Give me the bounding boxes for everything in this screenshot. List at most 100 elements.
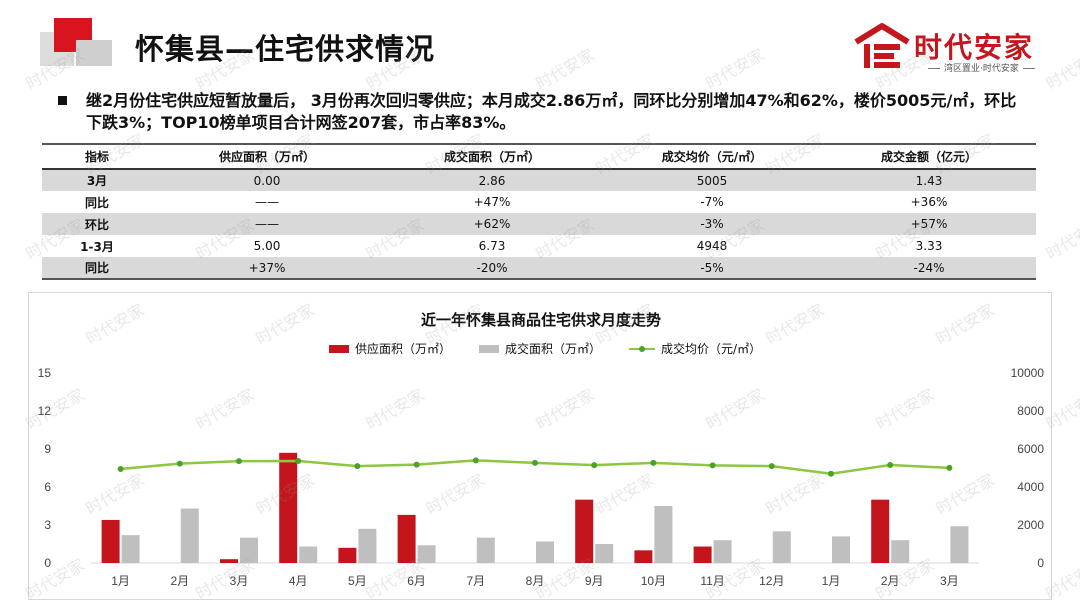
x-tick-label: 7月 xyxy=(466,574,485,588)
table-row: 环比 —— +62% -3% +57% xyxy=(42,213,1036,235)
price-point xyxy=(295,457,302,464)
table-cell: 6.73 xyxy=(478,239,506,253)
y-right-tick-label: 2000 xyxy=(1017,518,1044,532)
y-left-tick-label: 6 xyxy=(44,480,51,494)
x-tick-label: 3月 xyxy=(230,574,249,588)
y-left-tick-label: 3 xyxy=(44,518,51,532)
table-row: 3月 0.00 2.86 5005 1.43 xyxy=(42,169,1036,191)
table-cell: +47% xyxy=(473,195,511,209)
y-right-tick-label: 10000 xyxy=(1011,366,1045,380)
y-left-tick-label: 12 xyxy=(38,404,52,418)
price-point xyxy=(176,460,183,467)
table-cell: 0.00 xyxy=(152,169,382,191)
deal-area-bar xyxy=(536,541,554,563)
deal-area-bar xyxy=(240,537,258,563)
table-cell: 5.00 xyxy=(253,239,281,253)
table-cell: -3% xyxy=(602,213,822,235)
table-cell: 环比 xyxy=(42,213,152,235)
table-cell: 1-3月 xyxy=(80,239,114,254)
table-cell: +62% xyxy=(382,213,602,235)
x-tick-label: 1月 xyxy=(822,574,841,588)
x-tick-label: 12月 xyxy=(759,574,784,588)
table-cell: +36% xyxy=(910,195,948,209)
deal-area-bar xyxy=(180,508,199,563)
deal-area-bar xyxy=(713,540,732,563)
brand-tagline: 湾区置业·时代安家 xyxy=(924,61,1039,74)
deal-area-bar xyxy=(772,531,791,563)
supply-bar xyxy=(101,519,120,563)
price-point xyxy=(768,463,775,470)
supply-bar xyxy=(338,547,357,563)
table-cell: -5% xyxy=(602,257,822,280)
deal-area-bar xyxy=(595,544,614,563)
x-tick-label: 10月 xyxy=(641,574,666,588)
x-tick-label: 3月 xyxy=(940,574,959,588)
x-tick-label: 1月 xyxy=(111,574,130,588)
price-point xyxy=(650,459,657,466)
watermark-text: 时代安家 xyxy=(703,45,768,93)
brand-logo: 时代安家 湾区置业·时代安家 xyxy=(852,20,1052,76)
legend-item-price: 成交均价（元/㎡） xyxy=(629,340,761,357)
deal-area-bar xyxy=(358,528,377,563)
table-cell: -20% xyxy=(382,257,602,280)
legend-item-supply: 供应面积（万㎡） xyxy=(329,340,451,357)
supply-bar xyxy=(871,499,890,563)
x-tick-label: 11月 xyxy=(700,574,724,588)
table-cell: -24% xyxy=(822,257,1036,280)
table-header-row: 指标 供应面积（万㎡） 成交面积（万㎡） 成交均价（元/㎡） 成交金额（亿元） xyxy=(42,143,1036,170)
table-cell: 5005 xyxy=(602,169,822,191)
chart-title: 近一年怀集县商品住宅供求月度走势 xyxy=(420,311,661,329)
brand-name: 时代安家 xyxy=(914,31,1035,64)
table-cell: 3.33 xyxy=(915,239,943,253)
table-cell: 4948 xyxy=(696,239,728,253)
y-right-tick-label: 8000 xyxy=(1017,404,1044,418)
y-left-tick-label: 0 xyxy=(44,556,51,570)
square-bullet-icon xyxy=(58,96,67,105)
supply-bar xyxy=(397,514,416,563)
table-cell: —— xyxy=(152,213,382,235)
price-point xyxy=(236,458,242,465)
deal-area-bar xyxy=(476,537,495,563)
price-point xyxy=(413,461,420,468)
y-left-tick-label: 15 xyxy=(38,366,52,380)
price-point xyxy=(887,461,894,468)
legend-label: 供应面积（万㎡） xyxy=(355,342,452,356)
price-point xyxy=(828,470,834,477)
table-cell: +37% xyxy=(152,257,382,280)
deal-area-bar xyxy=(832,536,850,563)
x-tick-label: 9月 xyxy=(585,574,604,588)
brand-house-icon xyxy=(854,23,910,68)
x-tick-label: 6月 xyxy=(407,574,426,588)
deal-area-bar xyxy=(299,546,318,563)
legend-label: 成交均价（元/㎡） xyxy=(661,342,762,356)
table-cell: 1.43 xyxy=(822,169,1036,191)
table-cell: 同比 xyxy=(42,257,152,280)
supply-demand-table: 指标 供应面积（万㎡） 成交面积（万㎡） 成交均价（元/㎡） 成交金额（亿元） … xyxy=(42,143,1036,280)
y-left-tick-label: 9 xyxy=(44,442,51,456)
chart-panel: 近一年怀集县商品住宅供求月度走势 供应面积（万㎡） 成交面积（万㎡） 成交均价（… xyxy=(28,292,1052,600)
table-header-cell: 供应面积（万㎡） xyxy=(152,143,382,170)
x-tick-label: 2月 xyxy=(170,574,189,588)
table-row: 同比 —— +47% -7% +36% xyxy=(42,191,1036,213)
watermark-text: 时代安家 xyxy=(533,45,598,93)
table-cell: 3月 xyxy=(42,169,152,191)
table-cell: —— xyxy=(255,195,279,209)
price-point xyxy=(946,464,953,471)
x-tick-label: 4月 xyxy=(289,574,308,588)
supply-bar xyxy=(693,546,712,563)
y-right-tick-label: 0 xyxy=(1037,556,1044,570)
summary-text-block: 继2月份住宅供应短暂放量后， 3月份再次回归零供应；本月成交2.86万㎡，同环比… xyxy=(58,90,1018,134)
deal-area-bar xyxy=(417,545,436,563)
deal-area-bar xyxy=(121,535,140,563)
y-right-tick-label: 6000 xyxy=(1017,442,1044,456)
legend-item-deal-area: 成交面积（万㎡） xyxy=(479,340,601,357)
legend-swatch-supply xyxy=(329,344,349,353)
table-header-cell: 成交金额（亿元） xyxy=(822,143,1036,170)
page-title: 怀集县—住宅供求情况 xyxy=(135,32,436,66)
supply-bar xyxy=(220,559,238,563)
supply-bar xyxy=(634,550,653,563)
deal-area-bar xyxy=(950,526,969,563)
table-row: 同比 +37% -20% -5% -24% xyxy=(42,257,1036,280)
legend-swatch-price-line xyxy=(629,345,656,353)
watermark-text: 时代安家 xyxy=(1043,215,1080,263)
